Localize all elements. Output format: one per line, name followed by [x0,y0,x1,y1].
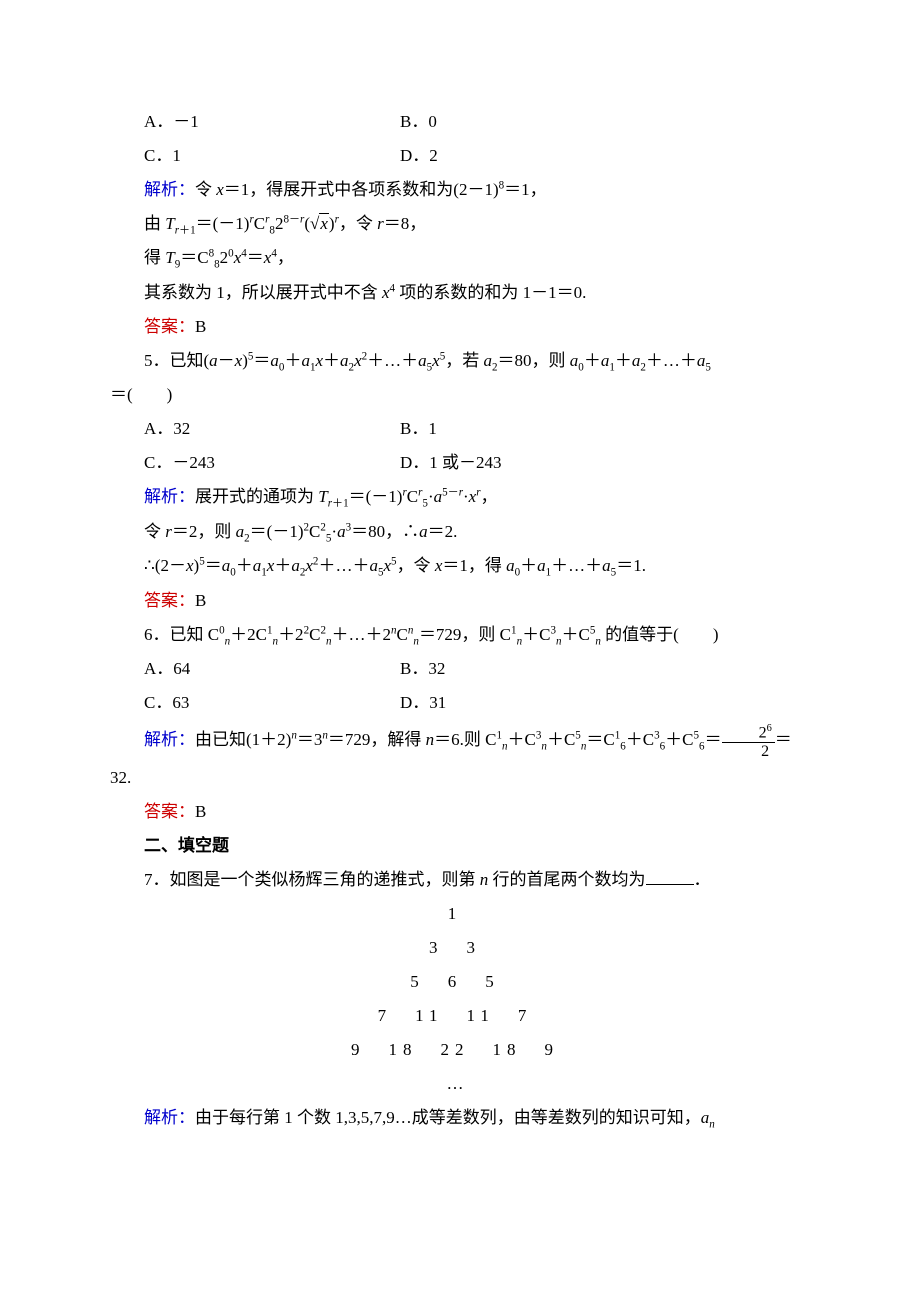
triangle-row-dots: … [110,1067,800,1101]
triangle-row-4: 7 11 11 7 [110,999,800,1033]
page: A．－1 B．0 C．1 D．2 解析：令 x＝1，得展开式中各项系数和为(2－… [0,0,920,1302]
q6-option-d: D．31 [400,686,446,720]
sol-label: 解析： [144,180,195,199]
q4-sol-line4: 其系数为 1，所以展开式中不含 x4 项的系数的和为 1－1＝0. [110,276,800,310]
q5-option-a: A．32 [110,412,400,446]
q5-option-c: C．－243 [110,446,400,480]
triangle-row-2: 3 3 [110,931,800,965]
triangle-row-1: 1 [110,897,800,931]
fill-blank [646,884,694,885]
q4-option-d: D．2 [400,139,438,173]
section-2-heading: 二、填空题 [110,829,800,863]
q6-sol-tail: 32. [110,761,800,795]
q4-sol-line3: 得 T9＝C8820x4＝x4， [110,241,800,275]
fraction: 262 [722,723,775,761]
q5-sol-line2: 令 r＝2，则 a2＝(－1)2C25·a3＝80，∴a＝2. [110,515,800,549]
q4-sol-line2: 由 Tr＋1＝(－1)rCr828－r(√x)r，令 r＝8， [110,207,800,241]
q4-ans-value: B [195,317,206,336]
triangle-row-5: 9 18 22 18 9 [110,1033,800,1067]
q6-options-row2: C．63 D．31 [110,686,800,720]
q6-sol: 解析：由已知(1＋2)n＝3n＝729，解得 n＝6.则 C1n＋C3n＋C5n… [110,720,800,761]
q5-stem-line2: ＝( ) [110,378,800,412]
q6-stem: 6．已知 C0n＋2C1n＋22C2n＋…＋2nCnn＝729，则 C1n＋C3… [110,618,800,652]
q6-option-c: C．63 [110,686,400,720]
ans-label: 答案： [144,317,195,336]
q4-option-b: B．0 [400,105,437,139]
triangle-row-3: 5 6 5 [110,965,800,999]
q5-sol-line1: 解析：展开式的通项为 Tr＋1＝(－1)rCr5·a5－r·xr， [110,480,800,514]
q6-answer: 答案：B [110,795,800,829]
q7-stem: 7．如图是一个类似杨辉三角的递推式，则第 n 行的首尾两个数均为． [110,863,800,897]
q5-option-b: B．1 [400,412,437,446]
q7-sol: 解析：由于每行第 1 个数 1,3,5,7,9…成等差数列，由等差数列的知识可知… [110,1101,800,1135]
q6-option-b: B．32 [400,652,445,686]
q6-option-a: A．64 [110,652,400,686]
q4-option-a: A．－1 [110,105,400,139]
q5-answer: 答案：B [110,584,800,618]
q5-option-d: D．1 或－243 [400,446,502,480]
q4-sol-line1: 解析：令 x＝1，得展开式中各项系数和为(2－1)8＝1， [110,173,800,207]
q4-options-row2: C．1 D．2 [110,139,800,173]
q4-answer: 答案：B [110,310,800,344]
q6-options-row1: A．64 B．32 [110,652,800,686]
q4-options-row1: A．－1 B．0 [110,105,800,139]
q5-stem: 5．已知(a－x)5＝a0＋a1x＋a2x2＋…＋a5x5，若 a2＝80，则 … [110,344,800,378]
q5-options-row1: A．32 B．1 [110,412,800,446]
q5-sol-line3: ∴(2－x)5＝a0＋a1x＋a2x2＋…＋a5x5，令 x＝1，得 a0＋a1… [110,549,800,583]
q5-options-row2: C．－243 D．1 或－243 [110,446,800,480]
q4-option-c: C．1 [110,139,400,173]
